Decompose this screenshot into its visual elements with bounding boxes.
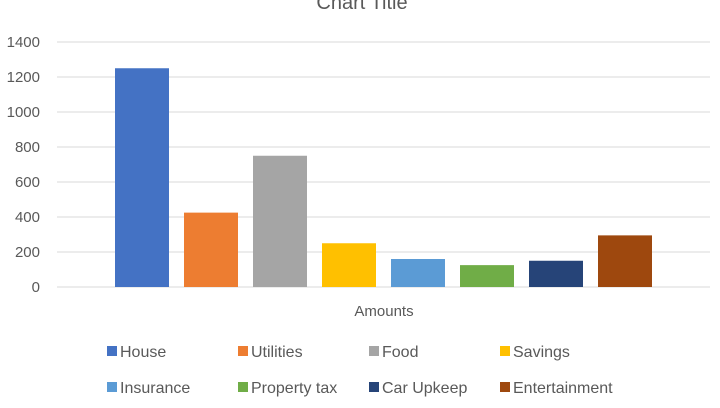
legend-label: Insurance (120, 380, 190, 397)
y-tick-label: 1200 (7, 69, 40, 86)
x-axis-title: Amounts (354, 303, 413, 320)
legend-item-car-upkeep: Car Upkeep (369, 380, 467, 397)
legend-label: Entertainment (513, 380, 613, 397)
legend-swatch (107, 346, 117, 356)
legend-swatch (238, 346, 248, 356)
bar-food (253, 155, 307, 287)
legend-swatch (500, 346, 510, 356)
bar-house (115, 68, 169, 287)
bars (115, 68, 652, 287)
y-axis-ticks: 0 200 400 600 800 1000 1200 1400 (7, 34, 40, 296)
legend: House Utilities Food Savings Insurance Proper… (107, 344, 613, 397)
legend-swatch (369, 382, 379, 392)
legend-label: Savings (513, 344, 570, 361)
bar-property-tax (460, 265, 514, 287)
y-tick-label: 600 (15, 174, 40, 191)
legend-label: House (120, 344, 166, 361)
legend-item-entertainment: Entertainment (500, 380, 613, 397)
legend-item-house: House (107, 344, 166, 361)
y-tick-label: 0 (32, 279, 40, 296)
y-tick-label: 1000 (7, 104, 40, 121)
legend-label: Utilities (251, 344, 303, 361)
bar-utilities (184, 212, 238, 287)
bar-entertainment (598, 235, 652, 287)
bar-insurance (391, 259, 445, 287)
y-tick-label: 800 (15, 139, 40, 156)
y-tick-label: 200 (15, 244, 40, 261)
legend-label: Car Upkeep (382, 380, 467, 397)
y-tick-label: 1400 (7, 34, 40, 51)
legend-swatch (107, 382, 117, 392)
bar-car-upkeep (529, 260, 583, 287)
legend-item-utilities: Utilities (238, 344, 303, 361)
bar-savings (322, 243, 376, 287)
y-tick-label: 400 (15, 209, 40, 226)
chart-title: Chart Title (316, 0, 407, 14)
legend-item-insurance: Insurance (107, 380, 190, 397)
legend-item-food: Food (369, 344, 418, 361)
legend-item-savings: Savings (500, 344, 570, 361)
legend-label: Property tax (251, 380, 337, 397)
legend-swatch (500, 382, 510, 392)
legend-label: Food (382, 344, 418, 361)
legend-swatch (369, 346, 379, 356)
legend-swatch (238, 382, 248, 392)
legend-item-property-tax: Property tax (238, 380, 337, 397)
